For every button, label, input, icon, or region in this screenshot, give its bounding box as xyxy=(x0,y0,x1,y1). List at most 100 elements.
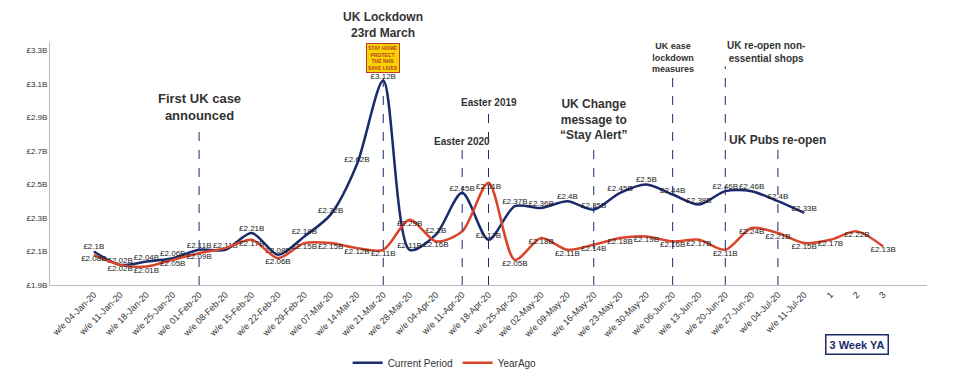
svg-text:£3.1B: £3.1B xyxy=(26,80,47,89)
svg-text:£2.21B: £2.21B xyxy=(765,232,790,241)
svg-text:w/e 28-Mar-20: w/e 28-Mar-20 xyxy=(365,290,414,339)
svg-text:£2.08B: £2.08B xyxy=(81,254,106,263)
svg-text:£3.12B: £3.12B xyxy=(371,72,396,81)
svg-text:£2.13B: £2.13B xyxy=(870,245,895,254)
svg-text:£2.19B: £2.19B xyxy=(634,235,659,244)
svg-text:w/e 04-Jul-20: w/e 04-Jul-20 xyxy=(737,290,783,336)
svg-text:£2.3B: £2.3B xyxy=(26,214,47,223)
svg-text:£3.3B: £3.3B xyxy=(26,46,47,55)
svg-text:£2.62B: £2.62B xyxy=(344,155,369,164)
svg-text:£2.11B: £2.11B xyxy=(371,249,396,258)
svg-text:w/e 18-Apr-20: w/e 18-Apr-20 xyxy=(445,290,493,338)
svg-text:w/e 04-Jan-20: w/e 04-Jan-20 xyxy=(50,290,98,338)
svg-text:w/e 16-May-20: w/e 16-May-20 xyxy=(548,290,598,340)
svg-text:£2.11B: £2.11B xyxy=(555,249,580,258)
svg-text:£2.12B: £2.12B xyxy=(344,247,369,256)
svg-text:£2.32B: £2.32B xyxy=(318,206,343,215)
svg-text:£2.01B: £2.01B xyxy=(134,266,159,275)
svg-text:£2.15B: £2.15B xyxy=(792,242,817,251)
svg-text:£2.5B: £2.5B xyxy=(26,180,47,189)
svg-text:£2.37B: £2.37B xyxy=(502,197,527,206)
svg-text:First UK caseannounced: First UK caseannounced xyxy=(158,91,241,123)
svg-text:w/e 11-Jul-20: w/e 11-Jul-20 xyxy=(763,290,809,336)
svg-text:£2.16B: £2.16B xyxy=(423,240,448,249)
svg-text:w/e 04-Apr-20: w/e 04-Apr-20 xyxy=(393,290,441,338)
svg-text:£2.04B: £2.04B xyxy=(134,253,159,262)
svg-text:£2.45B: £2.45B xyxy=(450,184,475,193)
svg-text:£2.06B: £2.06B xyxy=(160,249,185,258)
svg-text:2: 2 xyxy=(851,290,862,301)
svg-text:YearAgo: YearAgo xyxy=(498,358,536,369)
svg-text:£2.5B: £2.5B xyxy=(636,175,657,184)
svg-text:£2.4B: £2.4B xyxy=(557,192,578,201)
svg-text:£2.11B: £2.11B xyxy=(187,241,212,250)
svg-text:£2.02B: £2.02B xyxy=(107,264,132,273)
svg-text:£2.08B: £2.08B xyxy=(265,246,290,255)
svg-text:3: 3 xyxy=(877,290,888,301)
svg-text:£2.17B: £2.17B xyxy=(686,239,711,248)
svg-text:£2.1B: £2.1B xyxy=(26,247,47,256)
svg-text:£2.19B: £2.19B xyxy=(292,227,317,236)
svg-text:w/e 08-Feb-20: w/e 08-Feb-20 xyxy=(181,290,230,339)
svg-text:£2.9B: £2.9B xyxy=(26,113,47,122)
svg-text:£2.18B: £2.18B xyxy=(528,237,553,246)
svg-text:£2.7B: £2.7B xyxy=(26,147,47,156)
svg-text:w/e 30-May-20: w/e 30-May-20 xyxy=(601,290,651,340)
svg-text:1: 1 xyxy=(825,290,836,301)
svg-text:£2.36B: £2.36B xyxy=(528,199,553,208)
svg-text:£2.33B: £2.33B xyxy=(792,204,817,213)
svg-text:w/e 21-Mar-20: w/e 21-Mar-20 xyxy=(339,290,388,339)
svg-text:£2.22B: £2.22B xyxy=(844,230,869,239)
svg-text:£2.21B: £2.21B xyxy=(239,224,264,233)
svg-text:w/e 13-Jun-20: w/e 13-Jun-20 xyxy=(655,290,703,338)
svg-text:w/e 25-Jan-20: w/e 25-Jan-20 xyxy=(129,290,177,338)
svg-text:w/e 06-Jun-20: w/e 06-Jun-20 xyxy=(629,290,677,338)
svg-text:£2.2B: £2.2B xyxy=(425,226,446,235)
svg-text:UK re-open non-essential shops: UK re-open non-essential shops xyxy=(727,40,805,64)
svg-text:w/e 20-Jun-20: w/e 20-Jun-20 xyxy=(682,290,730,338)
svg-text:£2.17B: £2.17B xyxy=(239,239,264,248)
svg-text:w/e 29-Feb-20: w/e 29-Feb-20 xyxy=(260,290,309,339)
svg-text:Easter 2020: Easter 2020 xyxy=(434,136,490,147)
svg-text:£2.46B: £2.46B xyxy=(739,182,764,191)
svg-text:£2.45B: £2.45B xyxy=(607,184,632,193)
svg-text:w/e 27-Jun-20: w/e 27-Jun-20 xyxy=(708,290,756,338)
svg-text:£2.35B: £2.35B xyxy=(581,201,606,210)
svg-text:£2.51B: £2.51B xyxy=(476,182,501,191)
svg-text:w/e 15-Feb-20: w/e 15-Feb-20 xyxy=(207,290,256,339)
svg-text:w/e 22-Feb-20: w/e 22-Feb-20 xyxy=(234,290,283,339)
svg-text:w/e 14-Mar-20: w/e 14-Mar-20 xyxy=(313,290,362,339)
svg-text:£2.4B: £2.4B xyxy=(767,192,788,201)
svg-text:w/e 11-Apr-20: w/e 11-Apr-20 xyxy=(420,290,467,337)
svg-text:£2.1B: £2.1B xyxy=(83,242,104,251)
svg-text:£2.09B: £2.09B xyxy=(186,252,211,261)
svg-text:£2.11B: £2.11B xyxy=(397,241,422,250)
svg-text:£2.14B: £2.14B xyxy=(581,244,606,253)
svg-text:Current Period: Current Period xyxy=(388,358,453,369)
svg-text:£2.38B: £2.38B xyxy=(686,196,711,205)
svg-text:UK Lockdown23rd March: UK Lockdown23rd March xyxy=(343,10,423,40)
svg-text:£2.17B: £2.17B xyxy=(476,231,501,240)
svg-text:£2.24B: £2.24B xyxy=(739,227,764,236)
svg-text:3 Week YA: 3 Week YA xyxy=(830,339,885,351)
svg-text:£2.15B: £2.15B xyxy=(292,242,317,251)
svg-text:w/e 11-Jan-20: w/e 11-Jan-20 xyxy=(77,290,125,338)
svg-text:£1.9B: £1.9B xyxy=(26,281,47,290)
svg-text:£2.17B: £2.17B xyxy=(818,239,843,248)
svg-text:Easter 2019: Easter 2019 xyxy=(461,97,517,108)
svg-text:w/e 07-Mar-20: w/e 07-Mar-20 xyxy=(286,290,335,339)
svg-text:£2.02B: £2.02B xyxy=(107,256,132,265)
svg-text:£2.29B: £2.29B xyxy=(397,219,422,228)
svg-text:w/e 18-Jan-20: w/e 18-Jan-20 xyxy=(103,290,151,338)
svg-text:£2.18B: £2.18B xyxy=(607,237,632,246)
svg-text:£2.05B: £2.05B xyxy=(160,259,185,268)
svg-text:£2.06B: £2.06B xyxy=(265,257,290,266)
svg-text:UK Pubs re-open: UK Pubs re-open xyxy=(729,133,826,147)
svg-text:w/e 01-Feb-20: w/e 01-Feb-20 xyxy=(155,290,204,339)
svg-text:£2.15B: £2.15B xyxy=(318,242,343,251)
svg-text:w/e 25-Apr-20: w/e 25-Apr-20 xyxy=(472,290,520,338)
svg-text:UK Changemessage to“Stay Alert: UK Changemessage to“Stay Alert” xyxy=(560,97,628,142)
svg-text:£2.11B: £2.11B xyxy=(213,241,238,250)
svg-text:w/e 23-May-20: w/e 23-May-20 xyxy=(575,290,625,340)
svg-text:£2.11B: £2.11B xyxy=(713,249,738,258)
